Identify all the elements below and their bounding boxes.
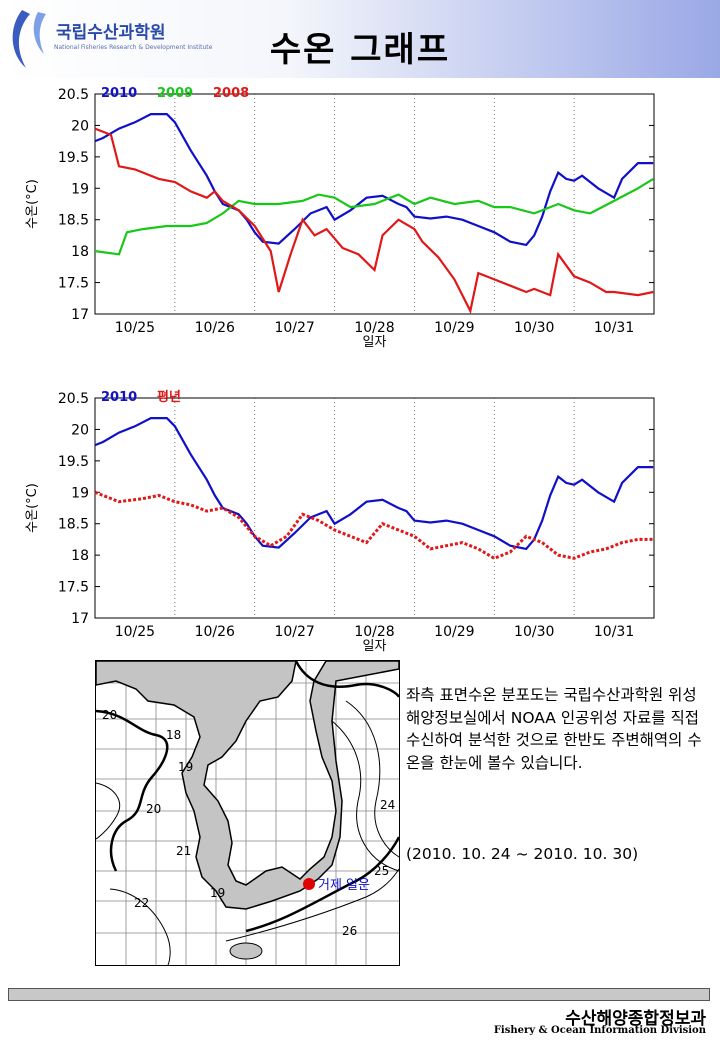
plot-frame (94, 397, 655, 619)
location-marker (303, 878, 315, 890)
location-label: 거제 일운 (318, 878, 370, 893)
footer-bar (8, 988, 710, 1001)
isotherm-label: 19 (210, 886, 225, 900)
y-tick-label: 17.5 (58, 276, 89, 292)
y-tick-label: 20 (71, 118, 89, 134)
x-tick-label: 10/30 (514, 624, 554, 640)
legend-entry: 2009 (157, 86, 193, 101)
x-tick-label: 10/27 (274, 320, 314, 336)
footer-title: 수산해양종합정보과 (565, 1009, 706, 1029)
header-banner: 국립수산과학원 National Fisheries Research & De… (0, 0, 720, 78)
chart-top: 17 17.5 18 18.5 19 19.5 20 20.5 10/25 10/26 10/27 1… (0, 80, 720, 370)
description-date: (2010. 10. 24 ~ 2010. 10. 30) (406, 845, 639, 863)
chart-bottom: 17 17.5 18 18.5 19 19.5 20 20.5 10/25 10/26 10/27 1… (0, 384, 720, 674)
y-tick-label: 19.5 (58, 150, 89, 166)
y-tick-label: 17 (71, 307, 89, 323)
series-line-0 (94, 416, 654, 551)
y-tick-label: 18.5 (58, 517, 89, 533)
x-axis-label: 일자 (363, 335, 387, 350)
legend-entry: 2010 (101, 86, 137, 101)
legend-entry: 2010 (101, 390, 137, 405)
y-tick-label: 17.5 (58, 580, 89, 596)
y-tick-label: 19 (71, 485, 89, 501)
y-axis-label: 수온(°C) (25, 483, 40, 533)
chart-top-svg: 17 17.5 18 18.5 19 19.5 20 20.5 10/25 10/26 10/27 1… (25, 86, 655, 350)
sst-map-svg: 20 18 19 20 21 22 24 25 26 19 거제 일운 (96, 661, 399, 965)
isotherm-label: 26 (342, 924, 357, 938)
plot-frame (94, 93, 655, 315)
series-line-1 (94, 177, 654, 256)
x-axis-label: 일자 (363, 639, 387, 654)
y-tick-label: 20.5 (58, 87, 89, 103)
institute-logo (12, 10, 46, 68)
x-tick-label: 10/25 (115, 624, 155, 640)
x-tick-label: 10/31 (594, 320, 634, 336)
y-tick-label: 18.5 (58, 213, 89, 229)
isotherm-label: 24 (380, 798, 395, 812)
institute-name-english: National Fisheries Research & Developmen… (54, 44, 213, 51)
y-tick-label: 19.5 (58, 454, 89, 470)
y-tick-label: 18 (71, 548, 89, 564)
x-tick-label: 10/25 (115, 320, 155, 336)
y-axis-label: 수온(°C) (25, 179, 40, 229)
isotherm-label: 19 (178, 760, 193, 774)
isotherm-label: 25 (374, 864, 389, 878)
series-line-2 (94, 127, 654, 315)
description-text: 좌측 표면수온 분포도는 국립수산과학원 위성해양정보실에서 NOAA 인공위성… (406, 686, 702, 772)
legend-entry: 2008 (213, 86, 249, 101)
x-tick-label: 10/28 (354, 320, 394, 336)
x-tick-label: 10/29 (434, 320, 474, 336)
x-tick-label: 10/30 (514, 320, 554, 336)
institute-name: 국립수산과학원 (56, 23, 166, 43)
y-tick-label: 18 (71, 244, 89, 260)
x-tick-label: 10/28 (354, 624, 394, 640)
x-tick-label: 10/26 (195, 624, 235, 640)
x-tick-label: 10/26 (195, 320, 235, 336)
isotherm-label: 20 (146, 802, 161, 816)
isotherm-label: 20 (102, 708, 117, 722)
y-tick-label: 20.5 (58, 391, 89, 407)
isotherm-label: 18 (166, 728, 181, 742)
y-tick-label: 20 (71, 422, 89, 438)
x-tick-label: 10/31 (594, 624, 634, 640)
series-line-0 (94, 112, 654, 247)
isotherm-label: 22 (134, 896, 149, 910)
x-tick-label: 10/29 (434, 624, 474, 640)
y-tick-label: 17 (71, 611, 89, 627)
sst-map: 20 18 19 20 21 22 24 25 26 19 거제 일운 (95, 660, 400, 966)
y-tick-label: 19 (71, 181, 89, 197)
isotherm-label: 21 (176, 844, 191, 858)
footer-subtitle: Fishery & Ocean Information Division (493, 1025, 706, 1036)
page-title: 수온 그래프 (269, 30, 451, 70)
chart-bottom-svg: 17 17.5 18 18.5 19 19.5 20 20.5 10/25 10/26 10/27 1… (25, 389, 655, 654)
legend-entry: 평년 (157, 389, 181, 405)
series-line-1 (94, 490, 654, 560)
x-tick-label: 10/27 (274, 624, 314, 640)
